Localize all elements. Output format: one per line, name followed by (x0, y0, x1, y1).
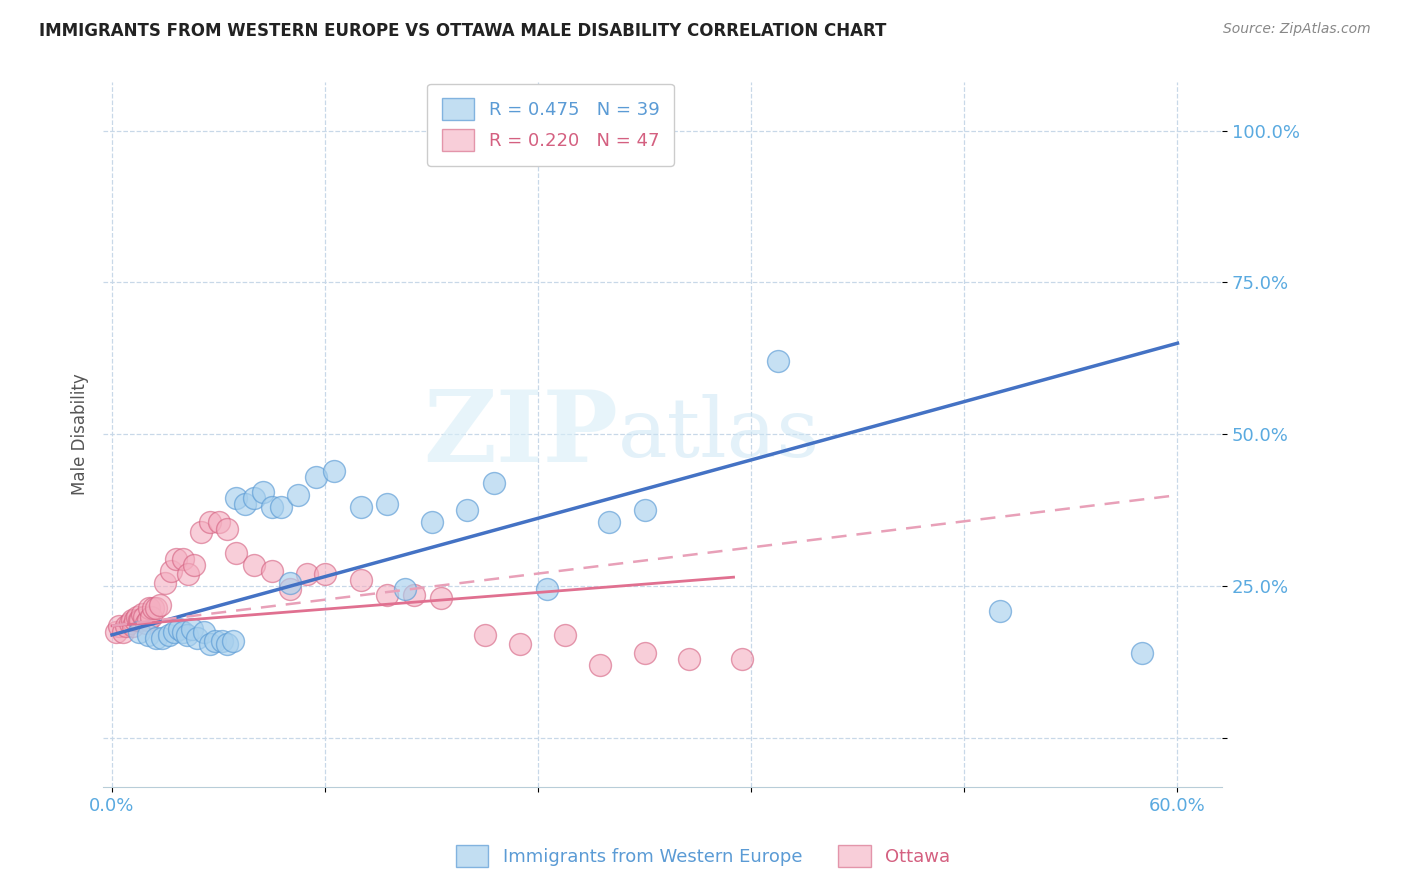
Point (136, 628, 159, 642)
Point (108, 619, 131, 633)
Point (104, 624, 127, 639)
Point (305, 470, 328, 484)
Point (181, 622, 204, 636)
Point (731, 652, 754, 666)
Point (129, 613, 152, 627)
Point (482, 475, 505, 490)
Point (375, 497, 398, 511)
Point (211, 634, 233, 648)
Point (172, 624, 194, 639)
Point (165, 552, 187, 566)
Point (678, 652, 700, 666)
Legend: Immigrants from Western Europe, Ottawa: Immigrants from Western Europe, Ottawa (449, 838, 957, 874)
Point (260, 564, 283, 578)
Point (233, 497, 256, 511)
Point (456, 503, 478, 517)
Point (124, 613, 146, 627)
Point (225, 491, 247, 505)
Point (217, 522, 239, 536)
Text: IMMIGRANTS FROM WESTERN EUROPE VS OTTAWA MALE DISABILITY CORRELATION CHART: IMMIGRANTS FROM WESTERN EUROPE VS OTTAWA… (39, 22, 887, 40)
Y-axis label: Male Disability: Male Disability (72, 374, 89, 495)
Point (474, 628, 496, 642)
Point (169, 622, 191, 636)
Point (204, 634, 226, 648)
Point (193, 624, 215, 639)
Point (1130, 646, 1153, 660)
Point (402, 589, 425, 603)
Point (142, 600, 165, 615)
Legend: R = 0.475   N = 39, R = 0.220   N = 47: R = 0.475 N = 39, R = 0.220 N = 47 (427, 84, 673, 166)
Point (198, 637, 221, 651)
Point (554, 628, 576, 642)
Point (128, 624, 150, 639)
Point (766, 354, 789, 368)
Point (145, 631, 167, 645)
Point (186, 631, 208, 645)
Point (135, 615, 157, 630)
Point (177, 567, 200, 582)
Point (297, 567, 319, 582)
Point (115, 619, 138, 633)
Point (988, 604, 1011, 618)
Point (150, 631, 173, 645)
Point (349, 573, 371, 587)
Point (157, 628, 180, 642)
Point (260, 500, 283, 515)
Point (139, 609, 162, 624)
Point (598, 516, 620, 530)
Point (509, 637, 531, 651)
Point (136, 613, 159, 627)
Point (121, 613, 143, 627)
Point (243, 558, 266, 572)
Point (323, 464, 346, 478)
Point (145, 600, 167, 615)
Point (287, 488, 309, 502)
Point (149, 598, 172, 612)
Point (394, 582, 416, 597)
Point (222, 634, 245, 648)
Point (349, 500, 371, 515)
Text: ZIP: ZIP (423, 386, 617, 483)
Point (634, 503, 657, 517)
Point (159, 564, 181, 578)
Point (278, 582, 301, 597)
Text: atlas: atlas (617, 394, 820, 475)
Point (190, 524, 212, 539)
Point (225, 546, 247, 560)
Point (198, 516, 221, 530)
Text: Source: ZipAtlas.com: Source: ZipAtlas.com (1223, 22, 1371, 37)
Point (183, 558, 205, 572)
Point (138, 600, 160, 615)
Point (634, 646, 657, 660)
Point (207, 516, 229, 530)
Point (314, 567, 336, 582)
Point (128, 613, 150, 627)
Point (429, 591, 451, 606)
Point (132, 609, 155, 624)
Point (155, 576, 177, 591)
Point (278, 576, 301, 591)
Point (118, 615, 141, 630)
Point (252, 485, 274, 500)
Point (375, 589, 398, 603)
Point (122, 619, 145, 633)
Point (111, 624, 134, 639)
Point (420, 516, 443, 530)
Point (172, 552, 194, 566)
Point (131, 607, 153, 621)
Point (163, 624, 186, 639)
Point (589, 658, 612, 673)
Point (270, 500, 292, 515)
Point (243, 491, 266, 505)
Point (125, 609, 148, 624)
Point (176, 628, 198, 642)
Point (217, 637, 239, 651)
Point (536, 582, 558, 597)
